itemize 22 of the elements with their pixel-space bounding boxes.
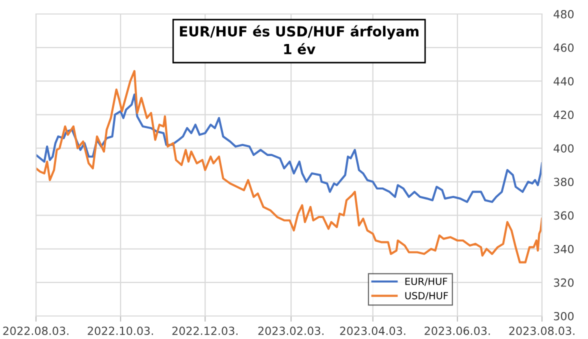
- legend-label: EUR/HUF: [405, 278, 448, 286]
- x-tick-label: 2022.10.03.: [88, 326, 153, 336]
- legend-label: USD/HUF: [405, 292, 448, 300]
- y-tick-label: 420: [554, 110, 574, 120]
- x-tick-label: 2022.08.03.: [3, 326, 68, 336]
- x-tick-label: 2023.06.03.: [424, 326, 490, 336]
- text: EUR/HUF és USD/HUF árfolyam 1 év: [180, 25, 418, 54]
- y-tick-label: 400: [554, 144, 574, 153]
- y-tick-label: 480: [554, 10, 574, 18]
- line-series: [36, 93, 542, 203]
- y-tick-label: 360: [554, 211, 574, 220]
- x-tick-label: 2022.12.03.: [172, 326, 238, 336]
- x-tick-label: 2023.04.03.: [340, 326, 406, 336]
- y-tick-label: 460: [554, 44, 574, 52]
- y-tick-label: 440: [554, 77, 574, 86]
- y-tick-label: 300: [554, 312, 574, 320]
- y-tick-label: 380: [554, 178, 574, 186]
- y-tick-label: 340: [554, 244, 574, 254]
- x-tick-label: 2023.08.03.: [509, 326, 574, 336]
- x-tick-label: 2023.02.03.: [258, 326, 324, 336]
- line-series: [36, 70, 542, 264]
- y-tick-label: 320: [554, 278, 574, 287]
